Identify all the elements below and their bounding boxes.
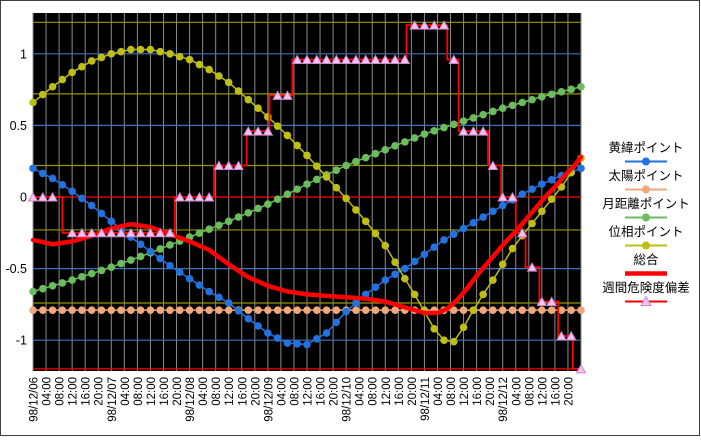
legend-label-phase: 位相ポイント <box>608 225 684 239</box>
legend-label-sun: 太陽ポイント <box>608 169 684 183</box>
svg-text:98/12/07: 98/12/07 <box>107 377 119 422</box>
legend-sample-ecliptic-latitude <box>625 157 667 166</box>
svg-text:12:00: 12:00 <box>146 377 158 406</box>
svg-text:08:00: 08:00 <box>133 377 145 406</box>
legend-label-weekly-risk: 週間危険度偏差 <box>602 281 690 295</box>
svg-text:0.5: 0.5 <box>10 119 27 133</box>
legend-label-total: 総合 <box>633 253 659 267</box>
svg-text:12:00: 12:00 <box>224 377 236 406</box>
svg-text:0: 0 <box>20 191 27 205</box>
legend-label-ecliptic-latitude: 黄緯ポイント <box>608 141 684 155</box>
series-weekly-risk <box>27 20 587 374</box>
svg-text:08:00: 08:00 <box>368 377 380 406</box>
svg-text:98/12/11: 98/12/11 <box>420 377 432 421</box>
legend-sample-total <box>625 271 667 276</box>
series-ecliptic-latitude <box>29 164 585 349</box>
svg-text:08:00: 08:00 <box>289 377 301 406</box>
svg-text:12:00: 12:00 <box>381 377 393 406</box>
svg-text:-1: -1 <box>16 334 27 348</box>
svg-text:16:00: 16:00 <box>159 377 171 406</box>
svg-text:08:00: 08:00 <box>446 377 458 406</box>
svg-text:04:00: 04:00 <box>120 377 132 406</box>
legend-sample-sun <box>625 185 667 194</box>
svg-text:16:00: 16:00 <box>472 377 484 406</box>
legend: 黄緯ポイント 太陽ポイント 月距離ポイント 位相ポイント 総合週間危険度偏差 <box>591 141 701 309</box>
svg-text:04:00: 04:00 <box>511 377 523 406</box>
svg-text:98/12/09: 98/12/09 <box>263 377 275 422</box>
svg-text:16:00: 16:00 <box>550 377 562 406</box>
legend-item-sun: 太陽ポイント <box>591 169 701 196</box>
y-axis-labels: 1 0.5 0 -0.5 -1 <box>5 47 27 347</box>
svg-text:04:00: 04:00 <box>276 377 288 406</box>
svg-text:98/12/08: 98/12/08 <box>185 377 197 422</box>
horizontal-gridlines <box>33 21 581 370</box>
svg-text:20:00: 20:00 <box>485 377 497 406</box>
svg-text:12:00: 12:00 <box>537 377 549 406</box>
svg-text:04:00: 04:00 <box>42 377 54 406</box>
svg-text:20:00: 20:00 <box>563 377 575 406</box>
svg-text:20:00: 20:00 <box>250 377 262 406</box>
legend-item-total: 総合 <box>591 253 701 280</box>
series-sun <box>29 306 585 314</box>
svg-text:16:00: 16:00 <box>237 377 249 406</box>
svg-text:08:00: 08:00 <box>524 377 536 406</box>
legend-sample-phase <box>625 241 667 250</box>
legend-sample-moon-distance <box>625 213 667 222</box>
svg-text:98/12/12: 98/12/12 <box>498 377 510 422</box>
legend-sample-weekly-risk <box>625 295 667 306</box>
svg-text:04:00: 04:00 <box>355 377 367 406</box>
svg-text:98/12/10: 98/12/10 <box>342 377 354 422</box>
svg-text:20:00: 20:00 <box>329 377 341 406</box>
svg-text:20:00: 20:00 <box>94 377 106 406</box>
series-total <box>30 154 584 316</box>
svg-text:04:00: 04:00 <box>198 377 210 406</box>
svg-text:16:00: 16:00 <box>81 377 93 406</box>
svg-text:16:00: 16:00 <box>394 377 406 406</box>
svg-text:-0.5: -0.5 <box>5 262 27 276</box>
x-axis-labels: 98/12/06 04:00 08:00 12:00 16:00 20:00 98/12/0… <box>29 377 576 422</box>
legend-item-moon-distance: 月距離ポイント <box>591 197 701 224</box>
svg-text:12:00: 12:00 <box>459 377 471 406</box>
svg-text:20:00: 20:00 <box>407 377 419 406</box>
legend-label-moon-distance: 月距離ポイント <box>602 197 690 211</box>
svg-text:16:00: 16:00 <box>316 377 328 406</box>
svg-text:1: 1 <box>20 47 27 61</box>
legend-item-phase: 位相ポイント <box>591 225 701 252</box>
svg-text:08:00: 08:00 <box>55 377 67 406</box>
svg-text:04:00: 04:00 <box>433 377 445 406</box>
series-moon-distance <box>29 82 585 296</box>
svg-text:20:00: 20:00 <box>172 377 184 406</box>
svg-text:12:00: 12:00 <box>68 377 80 406</box>
svg-text:08:00: 08:00 <box>211 377 223 406</box>
svg-text:98/12/06: 98/12/06 <box>29 377 41 422</box>
legend-item-ecliptic-latitude: 黄緯ポイント <box>591 141 701 168</box>
legend-item-weekly-risk: 週間危険度偏差 <box>591 281 701 308</box>
svg-text:12:00: 12:00 <box>303 377 315 406</box>
